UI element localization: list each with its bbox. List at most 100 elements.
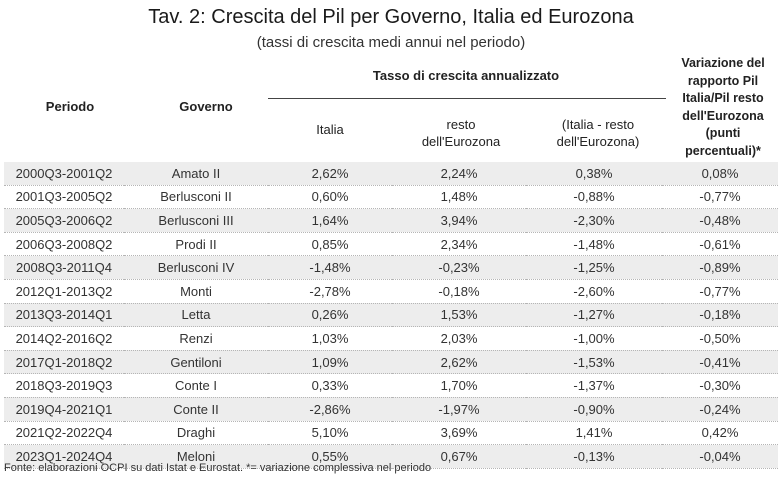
italia-growth-cell: -1,48% xyxy=(268,255,392,280)
governo-cell: Berlusconi II xyxy=(124,185,268,210)
pil-ratio-change-cell: -0,61% xyxy=(662,232,778,257)
italia-growth-cell: -2,78% xyxy=(268,279,392,304)
pil-ratio-change-cell: -0,41% xyxy=(662,350,778,375)
header-diff: (Italia - resto dell'Eurozona) xyxy=(530,116,666,150)
header-resto: resto dell'Eurozona xyxy=(396,116,526,150)
table-subtitle: (tassi di crescita medi annui nel period… xyxy=(256,34,526,51)
header-italia: Italia xyxy=(316,122,344,137)
table-row: 2017Q1-2018Q2 Gentiloni 1,09% 2,62% -1,53% -0… xyxy=(4,350,778,375)
table-body: 2000Q3-2001Q2 Amato II 2,62% 2,24% 0,38% 0,08… xyxy=(4,162,778,469)
resto-eurozona-growth-cell: 0,67% xyxy=(392,444,526,469)
growth-difference-cell: -0,88% xyxy=(526,185,662,210)
periodo-cell: 2023Q1-2024Q4 xyxy=(4,444,124,469)
italia-growth-cell: -2,86% xyxy=(268,397,392,422)
italia-growth-cell: 2,62% xyxy=(268,162,392,186)
governo-cell: Renzi xyxy=(124,326,268,351)
growth-difference-cell: -0,13% xyxy=(526,444,662,469)
header-var-line3: Italia/Pil resto xyxy=(682,91,764,105)
resto-eurozona-growth-cell: 2,34% xyxy=(392,232,526,257)
periodo-cell: 2008Q3-2011Q4 xyxy=(4,255,124,280)
header-resto-line2: dell'Eurozona xyxy=(421,134,501,149)
italia-growth-cell: 0,26% xyxy=(268,303,392,328)
periodo-cell: 2014Q2-2016Q2 xyxy=(4,326,124,351)
header-var-line4: dell'Eurozona xyxy=(682,108,764,123)
governo-cell: Amato II xyxy=(124,162,268,186)
table-row: 2000Q3-2001Q2 Amato II 2,62% 2,24% 0,38% 0,08… xyxy=(4,162,778,186)
pil-ratio-change-cell: 0,42% xyxy=(662,421,778,446)
periodo-cell: 2018Q3-2019Q3 xyxy=(4,373,124,398)
governo-cell: Conte II xyxy=(124,397,268,422)
periodo-cell: 2001Q3-2005Q2 xyxy=(4,185,124,210)
governo-cell: Draghi xyxy=(124,421,268,446)
growth-difference-cell: -1,37% xyxy=(526,373,662,398)
table-row: 2018Q3-2019Q3 Conte I 0,33% 1,70% -1,37% -0,3… xyxy=(4,373,778,398)
header-var-line1: Variazione del xyxy=(681,56,765,70)
growth-table: 2000Q3-2001Q2 Amato II 2,62% 2,24% 0,38% 0,08… xyxy=(4,162,778,469)
resto-eurozona-growth-cell: 3,69% xyxy=(392,421,526,446)
italia-growth-cell: 1,64% xyxy=(268,208,392,233)
resto-eurozona-growth-cell: 1,48% xyxy=(392,185,526,210)
resto-eurozona-growth-cell: 2,03% xyxy=(392,326,526,351)
growth-difference-cell: -1,27% xyxy=(526,303,662,328)
governo-cell: Monti xyxy=(124,279,268,304)
governo-cell: Letta xyxy=(124,303,268,328)
table-title: Tav. 2: Crescita del Pil per Governo, It… xyxy=(148,6,634,28)
governo-cell: Conte I xyxy=(124,373,268,398)
italia-growth-cell: 0,85% xyxy=(268,232,392,257)
pil-ratio-change-cell: 0,08% xyxy=(662,162,778,186)
table-row: 2008Q3-2011Q4 Berlusconi IV -1,48% -0,23% -1… xyxy=(4,255,778,280)
source-note: Fonte: elaborazioni OCPI su dati Istat e… xyxy=(4,462,432,474)
italia-growth-cell: 0,33% xyxy=(268,373,392,398)
pil-ratio-change-cell: -0,24% xyxy=(662,397,778,422)
resto-eurozona-growth-cell: 2,62% xyxy=(392,350,526,375)
table-row: 2021Q2-2022Q4 Draghi 5,10% 3,69% 1,41% 0,42% xyxy=(4,421,778,446)
growth-difference-cell: -2,60% xyxy=(526,279,662,304)
group-underline xyxy=(268,98,666,99)
table-row: 2005Q3-2006Q2 Berlusconi III 1,64% 3,94% -2,… xyxy=(4,208,778,233)
growth-difference-cell: -0,90% xyxy=(526,397,662,422)
periodo-cell: 2019Q4-2021Q1 xyxy=(4,397,124,422)
governo-cell: Prodi II xyxy=(124,232,268,257)
governo-cell: Meloni xyxy=(124,444,268,469)
resto-eurozona-growth-cell: -0,18% xyxy=(392,279,526,304)
growth-difference-cell: 0,38% xyxy=(526,162,662,186)
pil-ratio-change-cell: -0,04% xyxy=(662,444,778,469)
periodo-cell: 2021Q2-2022Q4 xyxy=(4,421,124,446)
governo-cell: Gentiloni xyxy=(124,350,268,375)
pil-ratio-change-cell: -0,89% xyxy=(662,255,778,280)
header-var-line6: percentuali)* xyxy=(685,143,761,158)
periodo-cell: 2006Q3-2008Q2 xyxy=(4,232,124,257)
table-row: 2019Q4-2021Q1 Conte II -2,86% -1,97% -0,90% -… xyxy=(4,397,778,422)
header-diff-line1: (Italia - resto xyxy=(561,117,635,132)
italia-growth-cell: 0,60% xyxy=(268,185,392,210)
italia-growth-cell: 0,55% xyxy=(268,444,392,469)
growth-difference-cell: 1,41% xyxy=(526,421,662,446)
header-diff-line2: dell'Eurozona) xyxy=(556,134,640,149)
header-variazione: Variazione del rapporto Pil Italia/Pil r… xyxy=(664,55,782,160)
governo-cell: Berlusconi IV xyxy=(124,255,268,280)
pil-ratio-change-cell: -0,30% xyxy=(662,373,778,398)
table-row: 2001Q3-2005Q2 Berlusconi II 0,60% 1,48% -0,8… xyxy=(4,185,778,210)
table-row: 2012Q1-2013Q2 Monti -2,78% -0,18% -2,60% -0,7… xyxy=(4,279,778,304)
resto-eurozona-growth-cell: -1,97% xyxy=(392,397,526,422)
periodo-cell: 2000Q3-2001Q2 xyxy=(4,162,124,186)
growth-difference-cell: -1,48% xyxy=(526,232,662,257)
header-resto-line1: resto xyxy=(446,117,476,132)
header-var-line5: (punti xyxy=(705,126,741,140)
growth-difference-cell: -1,53% xyxy=(526,350,662,375)
header-group-tasso: Tasso di crescita annualizzato xyxy=(372,68,560,83)
pil-ratio-change-cell: -0,77% xyxy=(662,279,778,304)
periodo-cell: 2013Q3-2014Q1 xyxy=(4,303,124,328)
italia-growth-cell: 5,10% xyxy=(268,421,392,446)
growth-difference-cell: -1,25% xyxy=(526,255,662,280)
pil-ratio-change-cell: -0,48% xyxy=(662,208,778,233)
pil-ratio-change-cell: -0,77% xyxy=(662,185,778,210)
pil-ratio-change-cell: -0,18% xyxy=(662,303,778,328)
periodo-cell: 2017Q1-2018Q2 xyxy=(4,350,124,375)
periodo-cell: 2005Q3-2006Q2 xyxy=(4,208,124,233)
table-row: 2006Q3-2008Q2 Prodi II 0,85% 2,34% -1,48% -0,… xyxy=(4,232,778,257)
periodo-cell: 2012Q1-2013Q2 xyxy=(4,279,124,304)
header-governo: Governo xyxy=(179,99,233,114)
resto-eurozona-growth-cell: 1,70% xyxy=(392,373,526,398)
resto-eurozona-growth-cell: 3,94% xyxy=(392,208,526,233)
